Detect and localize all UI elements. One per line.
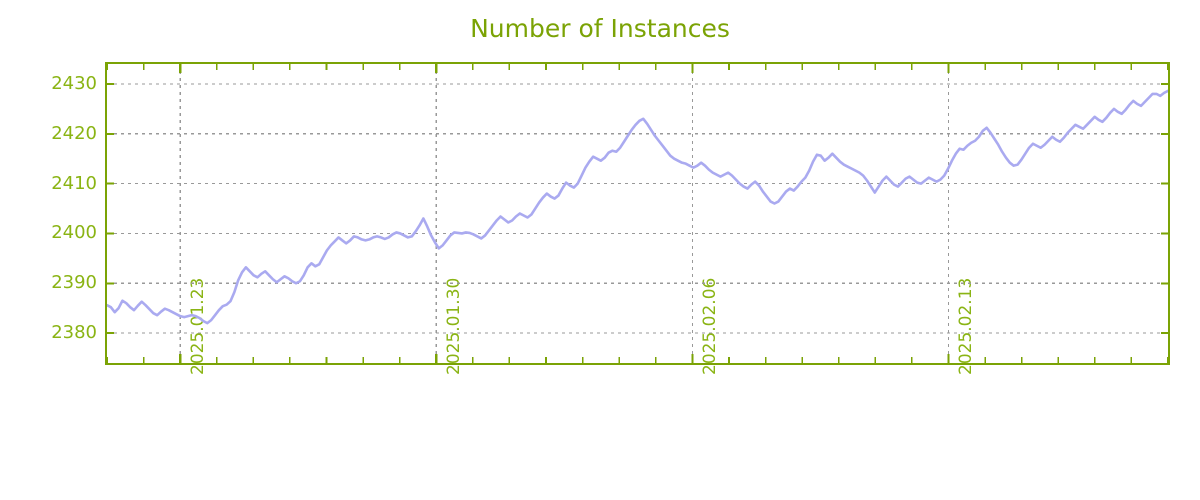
axis-ticks: [107, 64, 1168, 363]
y-tick-label: 2410: [51, 172, 97, 194]
gridlines: [107, 64, 1168, 363]
plot-area: [105, 62, 1170, 365]
plot-svg: [107, 64, 1168, 363]
y-tick-label: 2430: [51, 72, 97, 94]
y-tick-label: 2390: [51, 272, 97, 294]
y-tick-label: 2380: [51, 322, 97, 344]
chart-title: Number of Instances: [470, 14, 730, 43]
y-tick-label: 2420: [51, 122, 97, 144]
y-tick-label: 2400: [51, 222, 97, 244]
data-line-number-of-instances: [107, 89, 1168, 325]
